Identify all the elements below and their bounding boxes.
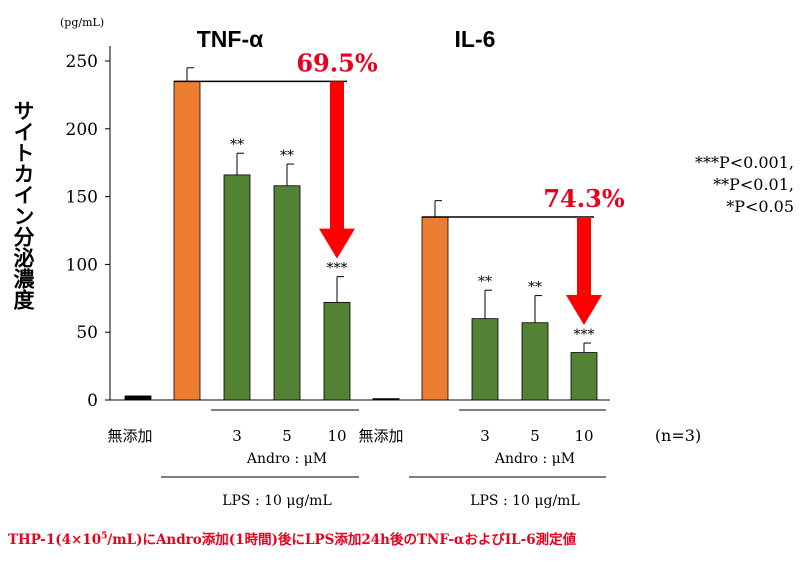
y-axis-label: サイトカイン分泌濃度 xyxy=(11,100,36,310)
x-tick-label: 5 xyxy=(530,427,540,445)
x-tick-label: 3 xyxy=(480,427,490,445)
andro-label: Andro : μM xyxy=(246,451,327,467)
y-tick-label: 250 xyxy=(66,52,98,72)
significance-mark: ** xyxy=(230,137,244,153)
y-tick-label: 100 xyxy=(66,255,98,275)
significance-legend-line: *P<0.05 xyxy=(726,197,794,216)
significance-mark: *** xyxy=(574,327,595,343)
footer-caption-post: /mL)にAndro添加(1時間)後にLPS添加24h後のTNF-αおよびIL-… xyxy=(107,532,577,548)
significance-mark: ** xyxy=(280,148,294,164)
bar xyxy=(372,398,400,401)
group-title: IL-6 xyxy=(455,26,496,52)
footer-caption: THP-1(4×105/mL)にAndro添加(1時間)後にLPS添加24h後の… xyxy=(8,528,798,549)
significance-mark: ** xyxy=(528,280,542,296)
y-tick-label: 50 xyxy=(76,323,98,343)
significance-mark: *** xyxy=(327,261,348,277)
andro-label: Andro : μM xyxy=(494,451,575,467)
group-title: TNF-α xyxy=(197,26,264,52)
y-tick-label: 0 xyxy=(87,391,98,411)
bar xyxy=(124,395,152,401)
footer-caption-exponent: 5 xyxy=(101,531,108,542)
x-tick-label: 5 xyxy=(282,427,292,445)
x-tick-label: 10 xyxy=(327,427,346,445)
significance-mark: ** xyxy=(478,274,492,290)
bar xyxy=(173,80,201,401)
bar xyxy=(471,318,499,401)
reduction-label: 74.3% xyxy=(543,184,624,213)
bar xyxy=(273,185,301,401)
lps-label: LPS : 10 μg/mL xyxy=(222,493,332,509)
footer-caption-pre: THP-1(4×10 xyxy=(8,532,102,548)
bar xyxy=(421,216,449,401)
y-axis-unit: (pg/mL) xyxy=(60,16,104,29)
bar xyxy=(521,322,549,401)
lps-label: LPS : 10 μg/mL xyxy=(470,493,580,509)
bar xyxy=(223,174,251,401)
y-tick-label: 150 xyxy=(66,188,98,208)
bar xyxy=(323,301,351,401)
x-tick-label: 無添加 xyxy=(107,427,152,445)
y-tick-label: 200 xyxy=(66,120,98,140)
reduction-arrow xyxy=(566,216,602,326)
n-label: (n=3) xyxy=(655,426,701,445)
bar xyxy=(570,352,598,401)
reduction-arrow xyxy=(319,81,355,259)
x-tick-label: 3 xyxy=(232,427,242,445)
x-tick-label: 無添加 xyxy=(358,427,403,445)
significance-legend: ***P<0.001, **P<0.01, *P<0.05 xyxy=(650,152,800,218)
reduction-label: 69.5% xyxy=(296,48,377,77)
x-tick-label: 10 xyxy=(574,427,593,445)
significance-legend-line: ***P<0.001, xyxy=(694,153,794,172)
significance-legend-line: **P<0.01, xyxy=(713,175,794,194)
